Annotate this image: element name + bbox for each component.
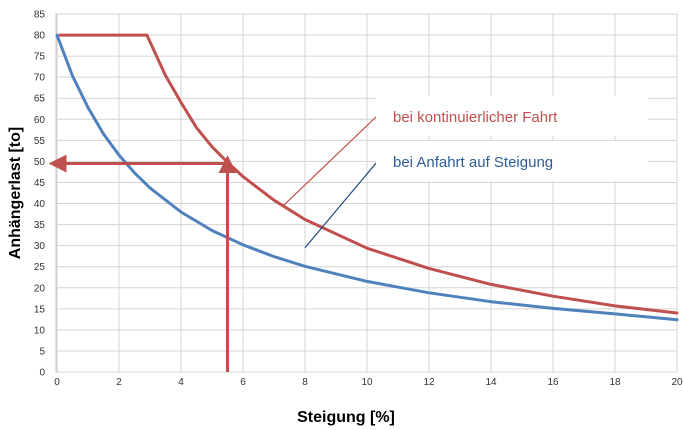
x-tick-label: 4 (178, 377, 184, 388)
legend-leader-line (304, 161, 378, 249)
y-tick-label: 85 (34, 10, 46, 21)
y-tick-label: 25 (34, 262, 46, 273)
x-tick-labels: 0 2 4 6 8 10 12 14 16 18 20 (54, 377, 683, 388)
legend-box-1 (376, 96, 648, 136)
y-tick-label: 15 (34, 304, 46, 315)
vertical-gridlines (56, 14, 678, 372)
y-tick-label: 35 (34, 220, 46, 231)
y-tick-label: 30 (34, 241, 46, 252)
y-tick-label: 20 (34, 283, 46, 294)
x-tick-label: 14 (485, 377, 497, 388)
y-tick-label: 10 (34, 325, 46, 336)
y-tick-label: 55 (34, 136, 46, 147)
x-tick-label: 8 (302, 377, 308, 388)
y-tick-label: 5 (39, 346, 45, 357)
x-tick-label: 18 (609, 377, 621, 388)
annotation-layer (48, 154, 237, 372)
y-tick-label: 40 (34, 199, 46, 210)
x-axis-title: Steigung [%] (297, 409, 395, 426)
y-tick-label: 75 (34, 52, 46, 63)
y-tick-label: 70 (34, 73, 46, 84)
legend: bei kontinuierlicher Fahrt bei Anfahrt a… (282, 96, 648, 249)
x-tick-label: 12 (423, 377, 435, 388)
x-tick-label: 20 (671, 377, 683, 388)
x-tick-label: 16 (547, 377, 559, 388)
x-tick-label: 0 (54, 377, 60, 388)
y-tick-labels: 0 5 10 15 20 25 30 35 40 45 50 55 60 65 70 75 80 85 (34, 10, 46, 379)
legend-label-anfahrt: bei Anfahrt auf Steigung (393, 154, 553, 171)
legend-label-kontinuierlich: bei kontinuierlicher Fahrt (393, 109, 558, 126)
legend-leader-line (282, 115, 378, 207)
y-axis-title: Anhängerlast [to] (7, 127, 24, 259)
x-tick-label: 6 (240, 377, 246, 388)
y-tick-label: 50 (34, 157, 46, 168)
y-tick-label: 65 (34, 94, 46, 105)
y-tick-label: 45 (34, 178, 46, 189)
y-tick-label: 80 (34, 31, 46, 42)
y-tick-label: 60 (34, 115, 46, 126)
x-tick-label: 10 (361, 377, 373, 388)
legend-box-2 (376, 141, 648, 181)
x-tick-label: 2 (116, 377, 122, 388)
y-tick-label: 0 (39, 368, 45, 379)
